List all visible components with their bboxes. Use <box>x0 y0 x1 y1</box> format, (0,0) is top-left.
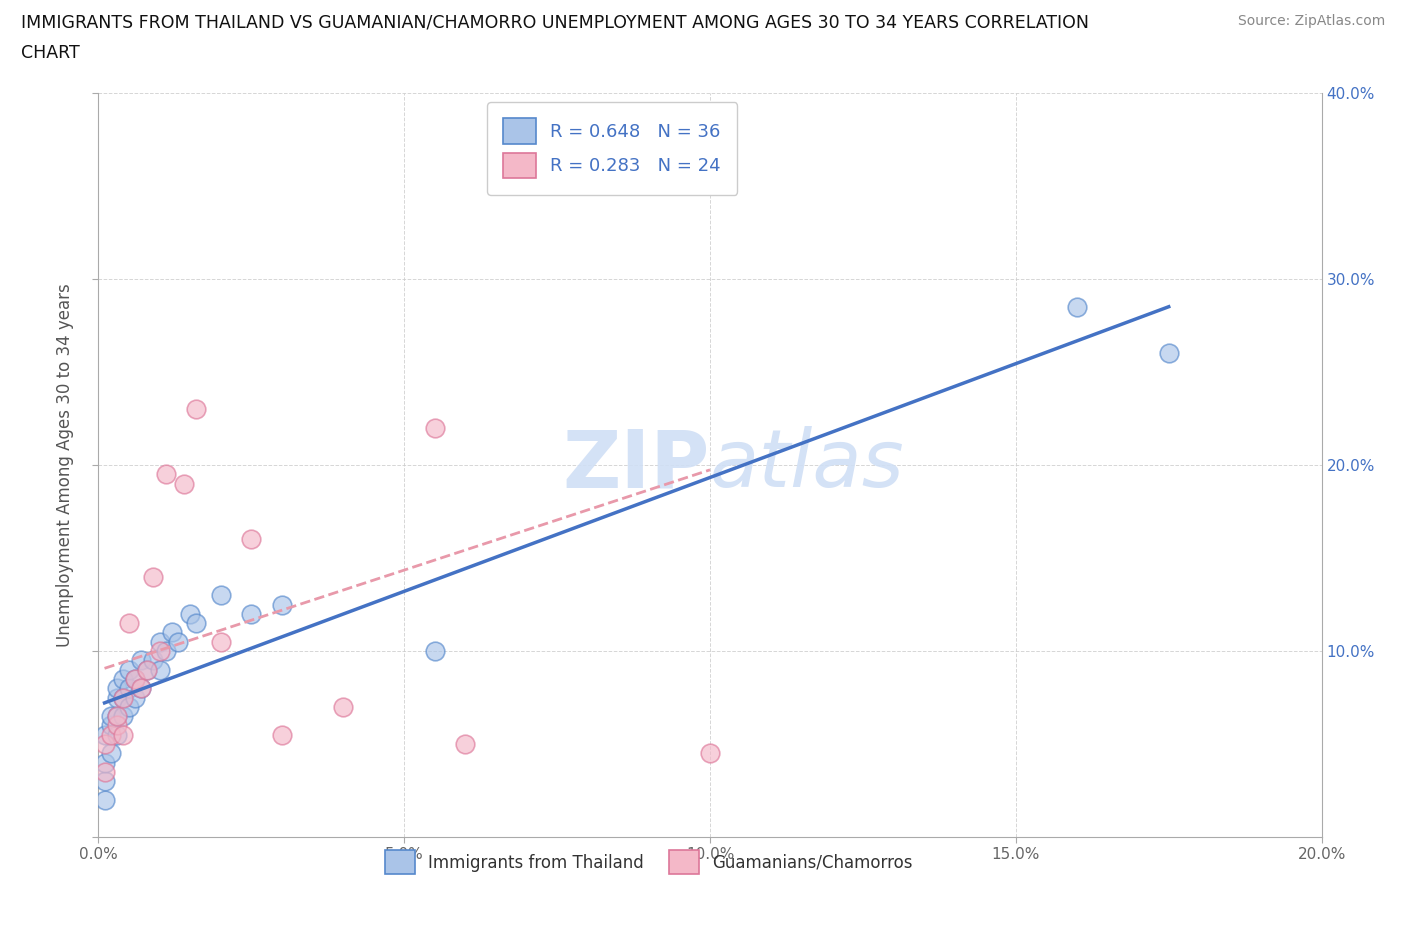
Point <box>240 606 263 621</box>
Point <box>423 644 446 658</box>
Point <box>129 681 152 696</box>
Point <box>100 709 122 724</box>
Point <box>270 727 292 742</box>
Point <box>111 671 134 686</box>
Point <box>240 532 263 547</box>
Text: Source: ZipAtlas.com: Source: ZipAtlas.com <box>1237 14 1385 28</box>
Point <box>93 764 115 779</box>
Point <box>100 718 122 733</box>
Point <box>111 727 134 742</box>
Point <box>105 709 128 724</box>
Point <box>93 774 115 789</box>
Point <box>186 402 208 417</box>
Point <box>105 709 128 724</box>
Point <box>136 662 159 677</box>
Point <box>1066 299 1088 314</box>
Text: IMMIGRANTS FROM THAILAND VS GUAMANIAN/CHAMORRO UNEMPLOYMENT AMONG AGES 30 TO 34 : IMMIGRANTS FROM THAILAND VS GUAMANIAN/CH… <box>21 14 1090 32</box>
Point <box>160 625 183 640</box>
Point <box>142 653 165 668</box>
Point <box>100 746 122 761</box>
Point <box>155 644 177 658</box>
Point <box>118 616 141 631</box>
Point <box>167 634 190 649</box>
Text: atlas: atlas <box>710 426 905 504</box>
Point <box>105 690 128 705</box>
Point <box>105 718 128 733</box>
Point <box>124 671 146 686</box>
Point <box>93 755 115 770</box>
Point <box>209 588 232 603</box>
Point <box>607 113 630 128</box>
Point <box>93 727 115 742</box>
Point <box>93 737 115 751</box>
Point <box>149 634 172 649</box>
Point <box>270 597 292 612</box>
Point <box>129 653 152 668</box>
Point <box>155 467 177 482</box>
Point <box>142 569 165 584</box>
Text: CHART: CHART <box>21 44 80 61</box>
Point <box>1157 346 1180 361</box>
Point <box>124 690 146 705</box>
Point <box>93 792 115 807</box>
Point <box>105 727 128 742</box>
Point <box>149 644 172 658</box>
Point <box>100 727 122 742</box>
Point <box>423 420 446 435</box>
Point <box>118 681 141 696</box>
Point <box>186 616 208 631</box>
Point <box>111 690 134 705</box>
Point <box>118 662 141 677</box>
Point <box>149 662 172 677</box>
Point <box>136 662 159 677</box>
Point <box>118 699 141 714</box>
Point <box>173 476 195 491</box>
Legend: Immigrants from Thailand, Guamanians/Chamorros: Immigrants from Thailand, Guamanians/Cha… <box>378 844 920 881</box>
Point <box>454 737 477 751</box>
Point <box>111 709 134 724</box>
Point <box>179 606 201 621</box>
Point <box>129 681 152 696</box>
Point <box>111 690 134 705</box>
Point <box>332 699 354 714</box>
Point <box>105 681 128 696</box>
Point <box>124 671 146 686</box>
Y-axis label: Unemployment Among Ages 30 to 34 years: Unemployment Among Ages 30 to 34 years <box>56 283 75 647</box>
Point <box>209 634 232 649</box>
Point <box>699 746 721 761</box>
Text: ZIP: ZIP <box>562 426 710 504</box>
